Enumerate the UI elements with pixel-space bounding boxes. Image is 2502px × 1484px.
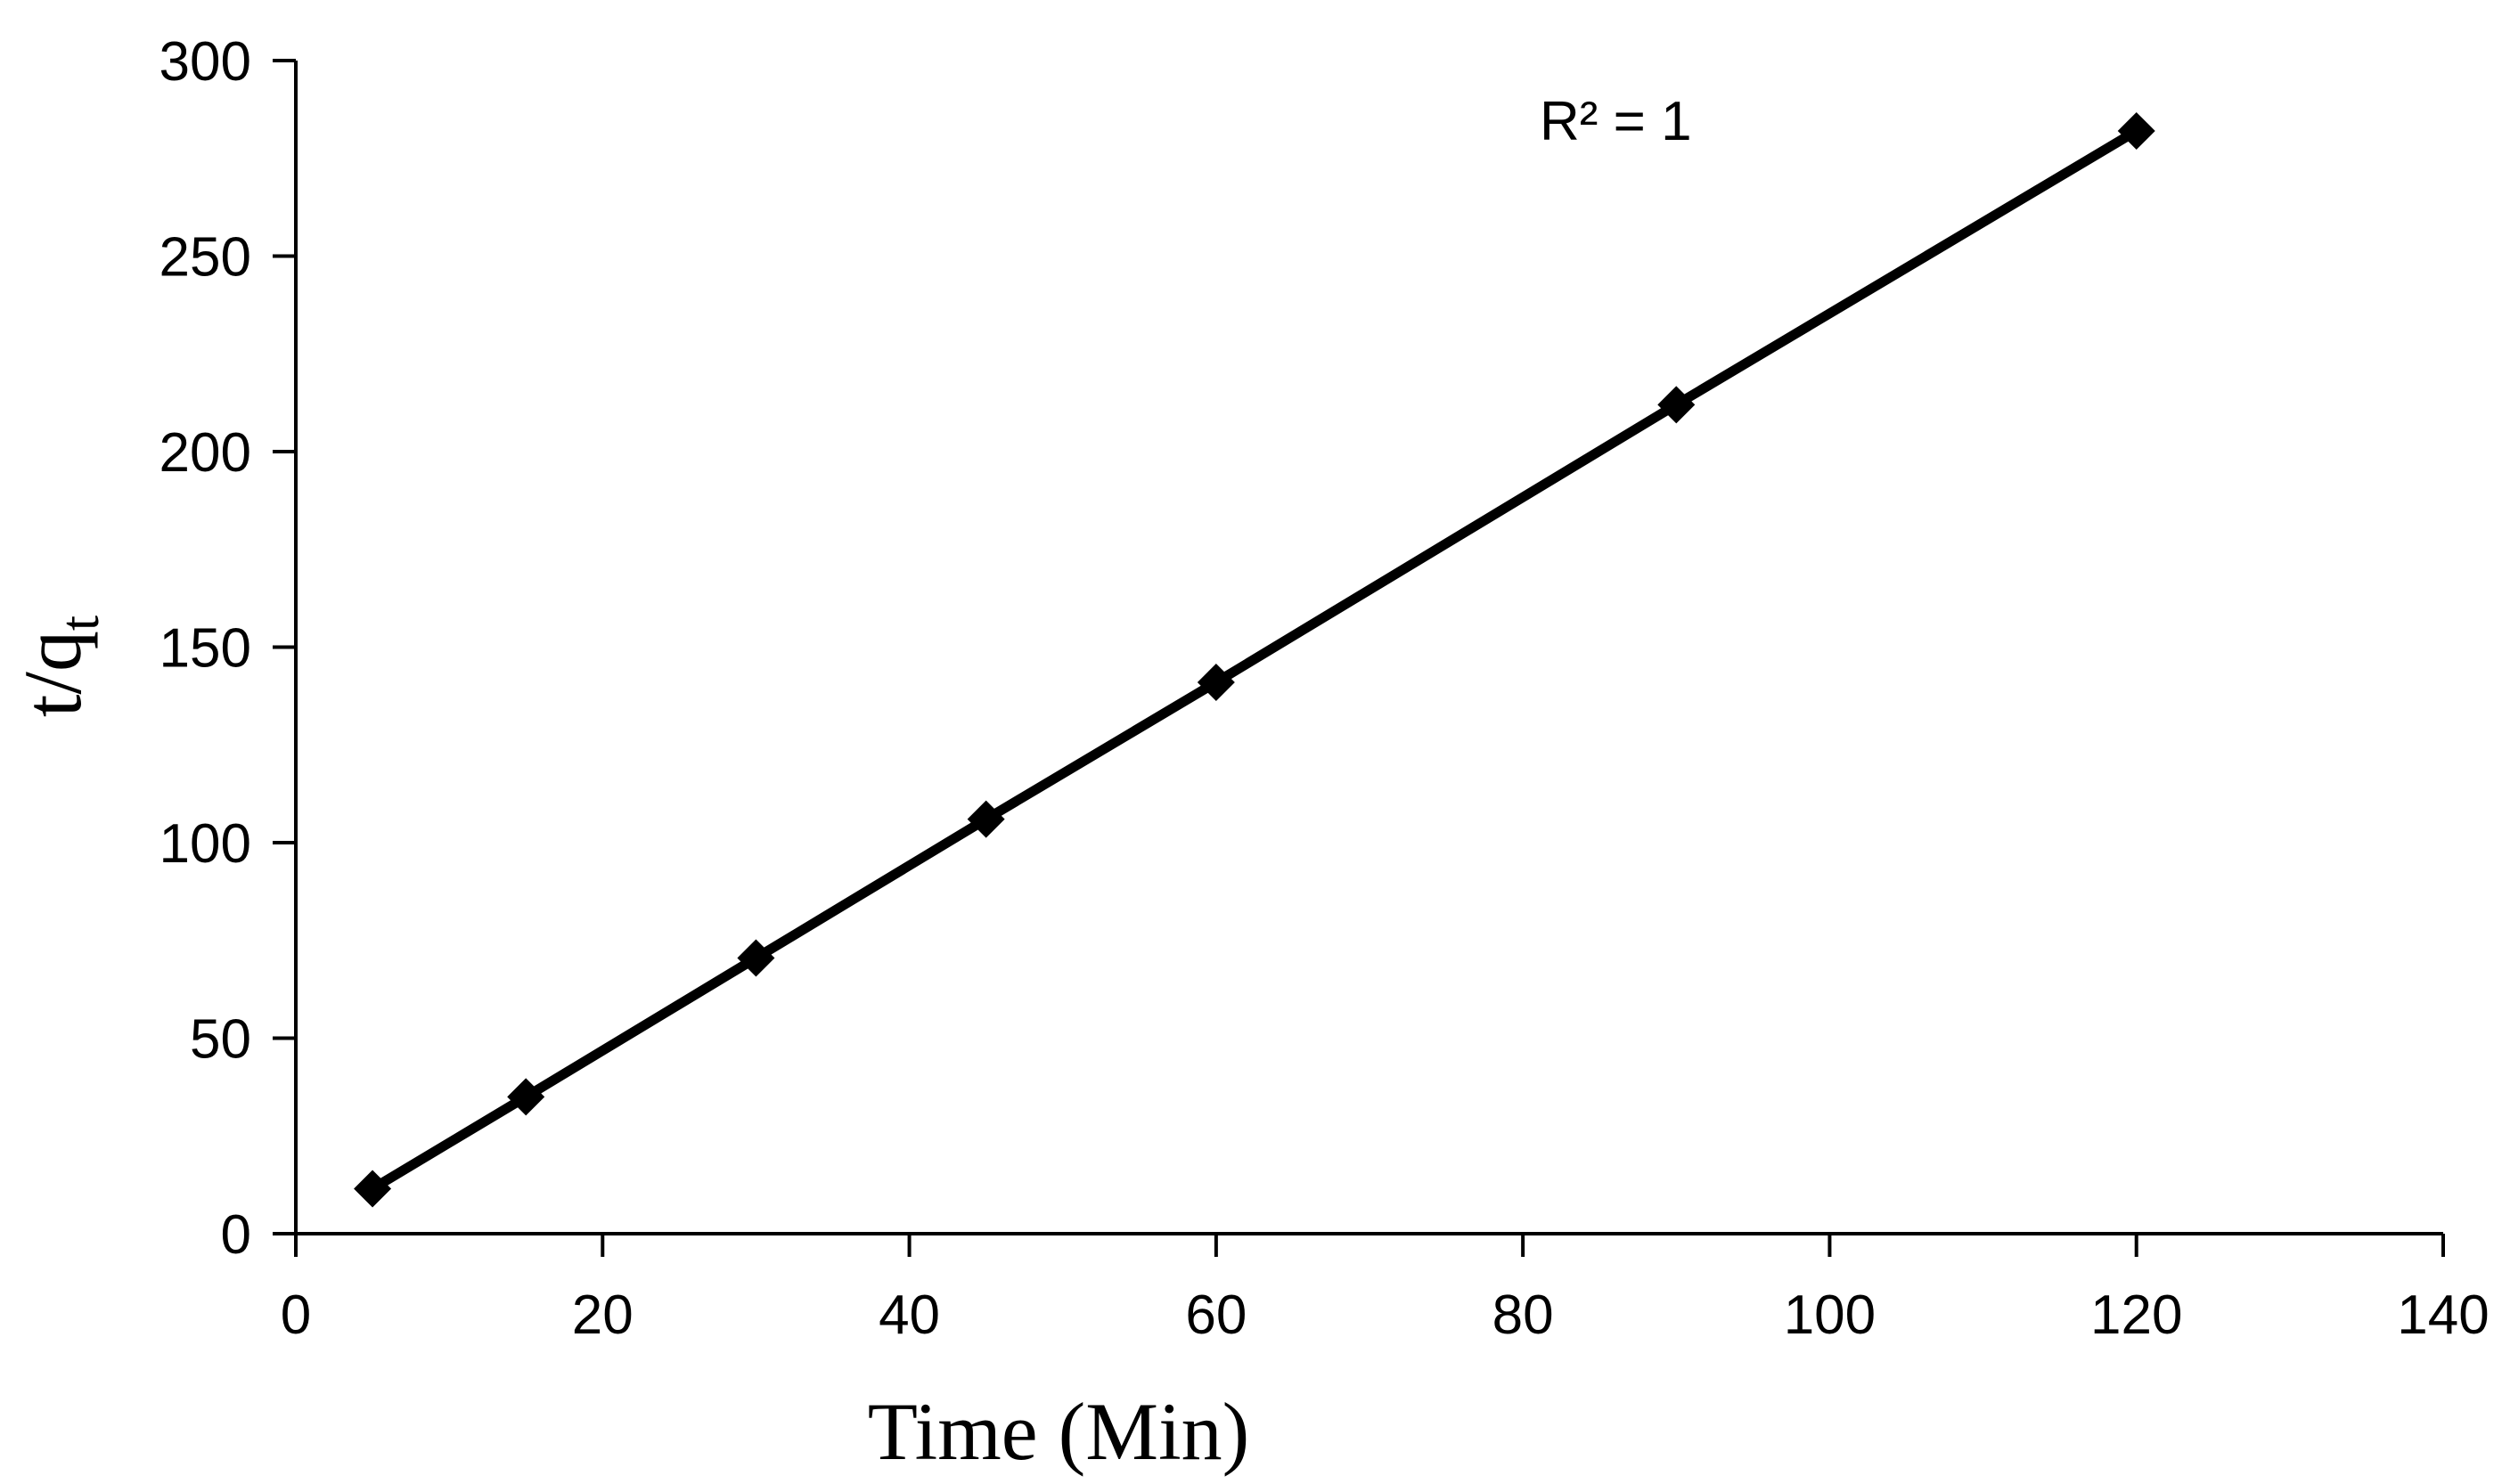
series-group xyxy=(354,112,2155,1208)
y-tick-label: 50 xyxy=(190,1009,251,1071)
data-point-marker xyxy=(1657,386,1696,424)
y-tick-label: 250 xyxy=(159,227,251,289)
x-tick-label: 120 xyxy=(2090,1284,2182,1346)
y-tick-label: 200 xyxy=(159,422,251,484)
x-tick-label: 0 xyxy=(281,1284,311,1346)
x-axis-title: Time (Min) xyxy=(868,1386,1250,1477)
series-line xyxy=(370,126,2139,1194)
x-tick-label: 20 xyxy=(572,1284,634,1346)
axes: 0 50 100 150 200 250 300 0 20 40 60 80 100 120 140 xyxy=(159,31,2490,1346)
y-tick-label: 150 xyxy=(159,618,251,680)
data-point-marker xyxy=(507,1078,545,1116)
y-axis-title-subscript: t xyxy=(50,616,110,631)
x-tick-label: 140 xyxy=(2397,1284,2489,1346)
r-squared-annotation: R² = 1 xyxy=(1540,91,1692,152)
x-ticks: 0 20 40 60 80 100 120 140 xyxy=(281,1234,2490,1346)
data-point-marker xyxy=(354,1170,392,1208)
x-tick-label: 60 xyxy=(1185,1284,1247,1346)
x-tick-label: 100 xyxy=(1784,1284,1876,1346)
y-tick-label: 0 xyxy=(221,1204,251,1266)
data-point-marker xyxy=(737,939,775,977)
data-point-marker xyxy=(2117,112,2155,151)
x-tick-label: 40 xyxy=(879,1284,940,1346)
x-tick-label: 80 xyxy=(1492,1284,1554,1346)
data-point-marker xyxy=(1197,664,1235,702)
y-ticks: 0 50 100 150 200 250 300 xyxy=(159,31,296,1266)
data-point-marker xyxy=(967,800,1005,838)
y-axis-title-main: t/q xyxy=(7,631,98,717)
y-tick-label: 300 xyxy=(159,31,251,93)
y-axis-title: t/qt xyxy=(7,616,110,717)
y-tick-label: 100 xyxy=(159,813,251,875)
